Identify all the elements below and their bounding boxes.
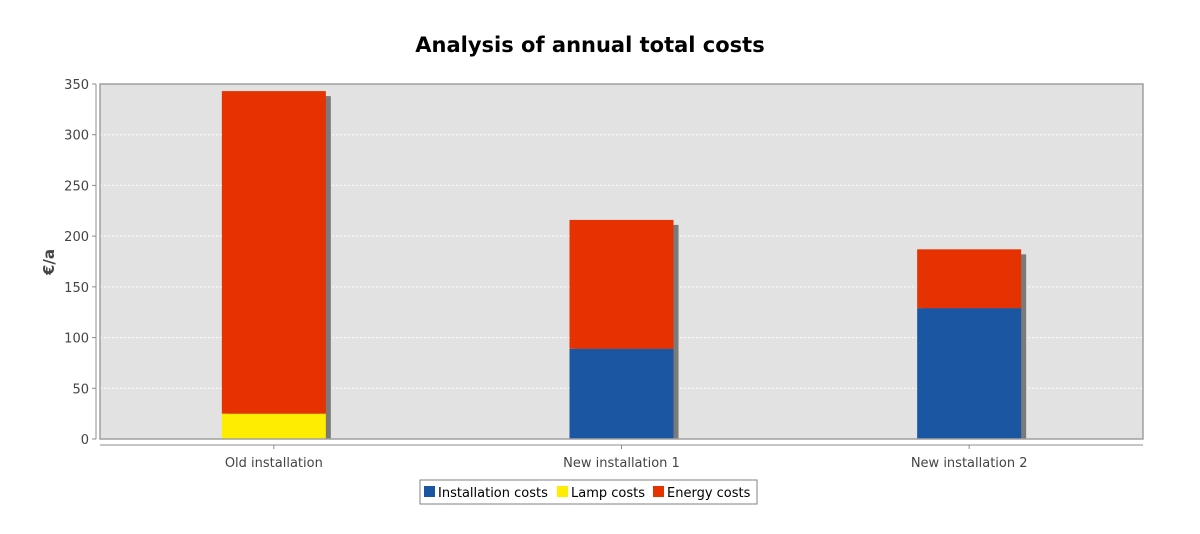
x-tick-label: New installation 1 [563,456,680,471]
bar-segment [917,249,1022,309]
y-axis: 0 50 100 150 200 250 300 350 [64,78,97,448]
chart-title: Analysis of annual total costs [415,33,764,57]
y-tick-label: 350 [64,78,89,93]
bars [221,91,1022,439]
x-axis: Old installation New installation 1 New in… [100,444,1143,471]
y-tick-label: 0 [81,433,89,448]
legend-label: Installation costs [438,486,548,501]
legend-label: Lamp costs [571,486,645,501]
legend-swatch [557,486,568,497]
bar-segment [917,308,1022,439]
legend-label: Energy costs [667,486,751,501]
legend: Installation costs Lamp costs Energy costs [419,479,758,505]
legend-swatch [653,486,664,497]
bar-segment [221,413,326,439]
y-tick-label: 150 [64,281,89,296]
bar-segment [569,348,674,439]
legend-swatch [424,486,435,497]
y-tick-label: 50 [72,382,89,397]
y-tick-label: 200 [64,230,89,245]
plot-border [99,83,1144,440]
y-tick-label: 100 [64,332,89,347]
y-tick-label: 300 [64,129,89,144]
x-tick-label: Old installation [225,456,323,471]
y-tick-label: 250 [64,179,89,194]
y-axis-label: €/a [40,249,58,276]
legend-box [419,479,758,505]
bar-segment [569,219,674,349]
x-tick-label: New installation 2 [911,456,1028,471]
bar-segment [221,91,326,414]
